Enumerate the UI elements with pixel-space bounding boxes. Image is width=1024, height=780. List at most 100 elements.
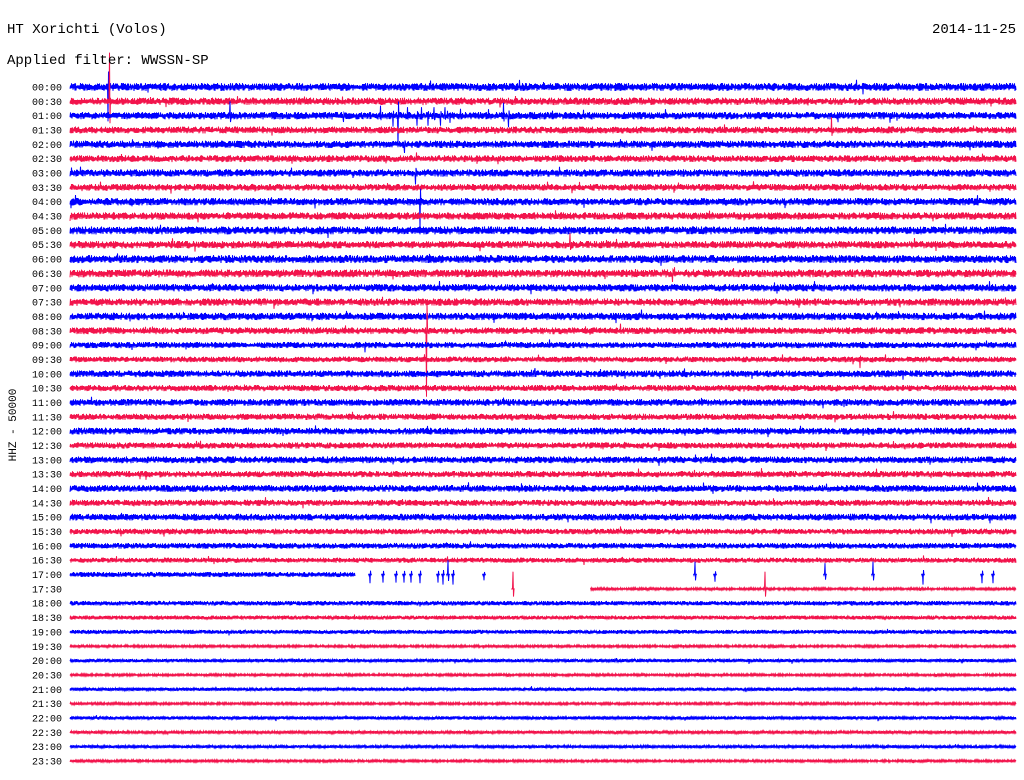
- seismic-trace-07-00: [69, 280, 1017, 295]
- seismic-trace-09-30: [69, 354, 1017, 369]
- y-tick-label: 12:00: [32, 428, 62, 439]
- seismic-trace-02-00: [69, 139, 1017, 154]
- y-tick-label: 22:30: [32, 729, 62, 740]
- seismic-trace-16-00: [69, 541, 1017, 549]
- seismic-trace-13-30: [69, 468, 1017, 480]
- seismic-trace-12-00: [69, 425, 1017, 438]
- seismic-trace-03-00: [69, 166, 1017, 185]
- seismic-trace-09-00: [69, 339, 1017, 353]
- y-tick-label: 05:30: [32, 241, 62, 252]
- seismic-trace-14-30: [69, 496, 1017, 509]
- seismic-trace-15-30: [69, 526, 1017, 537]
- seismic-trace-19-30: [69, 643, 1017, 650]
- y-tick-label: 06:00: [32, 256, 62, 267]
- seismic-trace-13-00: [69, 453, 1017, 466]
- seismic-trace-04-00: [69, 188, 1017, 231]
- seismic-trace-04-30: [69, 210, 1017, 223]
- y-tick-label: 07:00: [32, 284, 62, 295]
- y-tick-label: 08:30: [32, 327, 62, 338]
- seismic-trace-00-00: [69, 71, 1017, 122]
- y-tick-label: 09:00: [32, 342, 62, 353]
- seismic-trace-18-30: [69, 614, 1017, 621]
- seismic-trace-16-30: [69, 555, 1017, 566]
- y-tick-label: 14:00: [32, 485, 62, 496]
- seismic-trace-00-30: [69, 52, 1017, 124]
- y-tick-label: 19:30: [32, 643, 62, 654]
- y-tick-label: 15:30: [32, 528, 62, 539]
- seismic-trace-18-00: [69, 600, 1017, 607]
- seismic-trace-05-30: [69, 233, 1017, 252]
- y-tick-label: 00:30: [32, 98, 62, 109]
- y-tick-label: 23:00: [32, 743, 62, 754]
- y-tick-label: 21:00: [32, 686, 62, 697]
- seismic-trace-17-30: [511, 571, 1017, 597]
- seismic-trace-08-30: [69, 301, 1017, 397]
- seismic-trace-10-00: [69, 368, 1017, 380]
- y-tick-label: 17:30: [32, 585, 62, 596]
- y-tick-label: 23:30: [32, 758, 62, 769]
- y-tick-label: 20:30: [32, 671, 62, 682]
- seismic-trace-20-30: [69, 671, 1017, 679]
- seismic-trace-01-30: [69, 117, 1017, 136]
- y-tick-label: 21:30: [32, 700, 62, 711]
- y-tick-label: 05:00: [32, 227, 62, 238]
- y-tick-label: 07:30: [32, 299, 62, 310]
- y-tick-label: 15:00: [32, 514, 62, 525]
- y-tick-label: 01:30: [32, 127, 62, 138]
- y-tick-labels: 00:00 00:30 01:00 01:30 02:00 02:30 03:00 03:30…: [32, 84, 62, 769]
- y-tick-label: 16:00: [32, 542, 62, 553]
- y-tick-label: 01:00: [32, 112, 62, 123]
- seismic-trace-22-30: [69, 728, 1017, 736]
- y-tick-label: 14:30: [32, 499, 62, 510]
- y-tick-label: 08:00: [32, 313, 62, 324]
- seismic-trace-03-30: [69, 181, 1017, 194]
- station-title: HT Xorichti (Volos): [7, 22, 167, 38]
- seismic-trace-12-30: [69, 440, 1017, 452]
- y-tick-label: 04:30: [32, 213, 62, 224]
- seismic-trace-06-30: [69, 267, 1017, 283]
- y-tick-label: 10:30: [32, 385, 62, 396]
- y-axis-label: HHZ - 50000: [8, 389, 20, 462]
- seismic-trace-10-30: [69, 383, 1017, 392]
- y-tick-label: 00:00: [32, 84, 62, 95]
- seismic-trace-08-00: [69, 309, 1017, 324]
- y-tick-label: 17:00: [32, 571, 62, 582]
- trace-group: [69, 52, 1017, 765]
- date-label: 2014-11-25: [931, 22, 1016, 38]
- y-tick-label: 19:00: [32, 628, 62, 639]
- y-tick-label: 22:00: [32, 715, 62, 726]
- seismic-trace-17-00: [69, 560, 995, 585]
- seismic-trace-23-30: [69, 757, 1017, 765]
- seismic-trace-22-00: [69, 714, 1017, 722]
- y-tick-label: 02:30: [32, 155, 62, 166]
- seismic-trace-11-30: [69, 411, 1017, 423]
- y-tick-label: 13:30: [32, 471, 62, 482]
- seismic-trace-19-00: [69, 628, 1017, 636]
- seismic-trace-02-30: [69, 152, 1017, 165]
- seismic-trace-11-00: [69, 396, 1017, 409]
- seismic-trace-06-00: [69, 253, 1017, 266]
- y-tick-label: 02:00: [32, 141, 62, 152]
- y-tick-label: 13:00: [32, 456, 62, 467]
- y-tick-label: 20:00: [32, 657, 62, 668]
- y-tick-label: 09:30: [32, 356, 62, 367]
- seismic-trace-15-00: [69, 512, 1017, 524]
- seismic-trace-21-00: [69, 686, 1017, 693]
- y-tick-label: 12:30: [32, 442, 62, 453]
- y-tick-label: 11:00: [32, 399, 62, 410]
- seismic-trace-20-00: [69, 657, 1017, 664]
- y-tick-label: 18:00: [32, 600, 62, 611]
- seismic-trace-21-30: [69, 700, 1017, 707]
- y-tick-label: 03:30: [32, 184, 62, 195]
- seismic-trace-01-00: [69, 101, 1017, 148]
- seismic-trace-14-00: [69, 482, 1017, 494]
- y-tick-label: 04:00: [32, 198, 62, 209]
- y-tick-label: 18:30: [32, 614, 62, 625]
- filter-label: Applied filter: WWSSN-SP: [7, 53, 209, 69]
- seismic-trace-05-00: [69, 223, 1017, 239]
- seismic-trace-23-00: [69, 743, 1017, 750]
- y-tick-label: 16:30: [32, 557, 62, 568]
- y-tick-label: 11:30: [32, 413, 62, 424]
- seismic-trace-07-30: [69, 296, 1017, 309]
